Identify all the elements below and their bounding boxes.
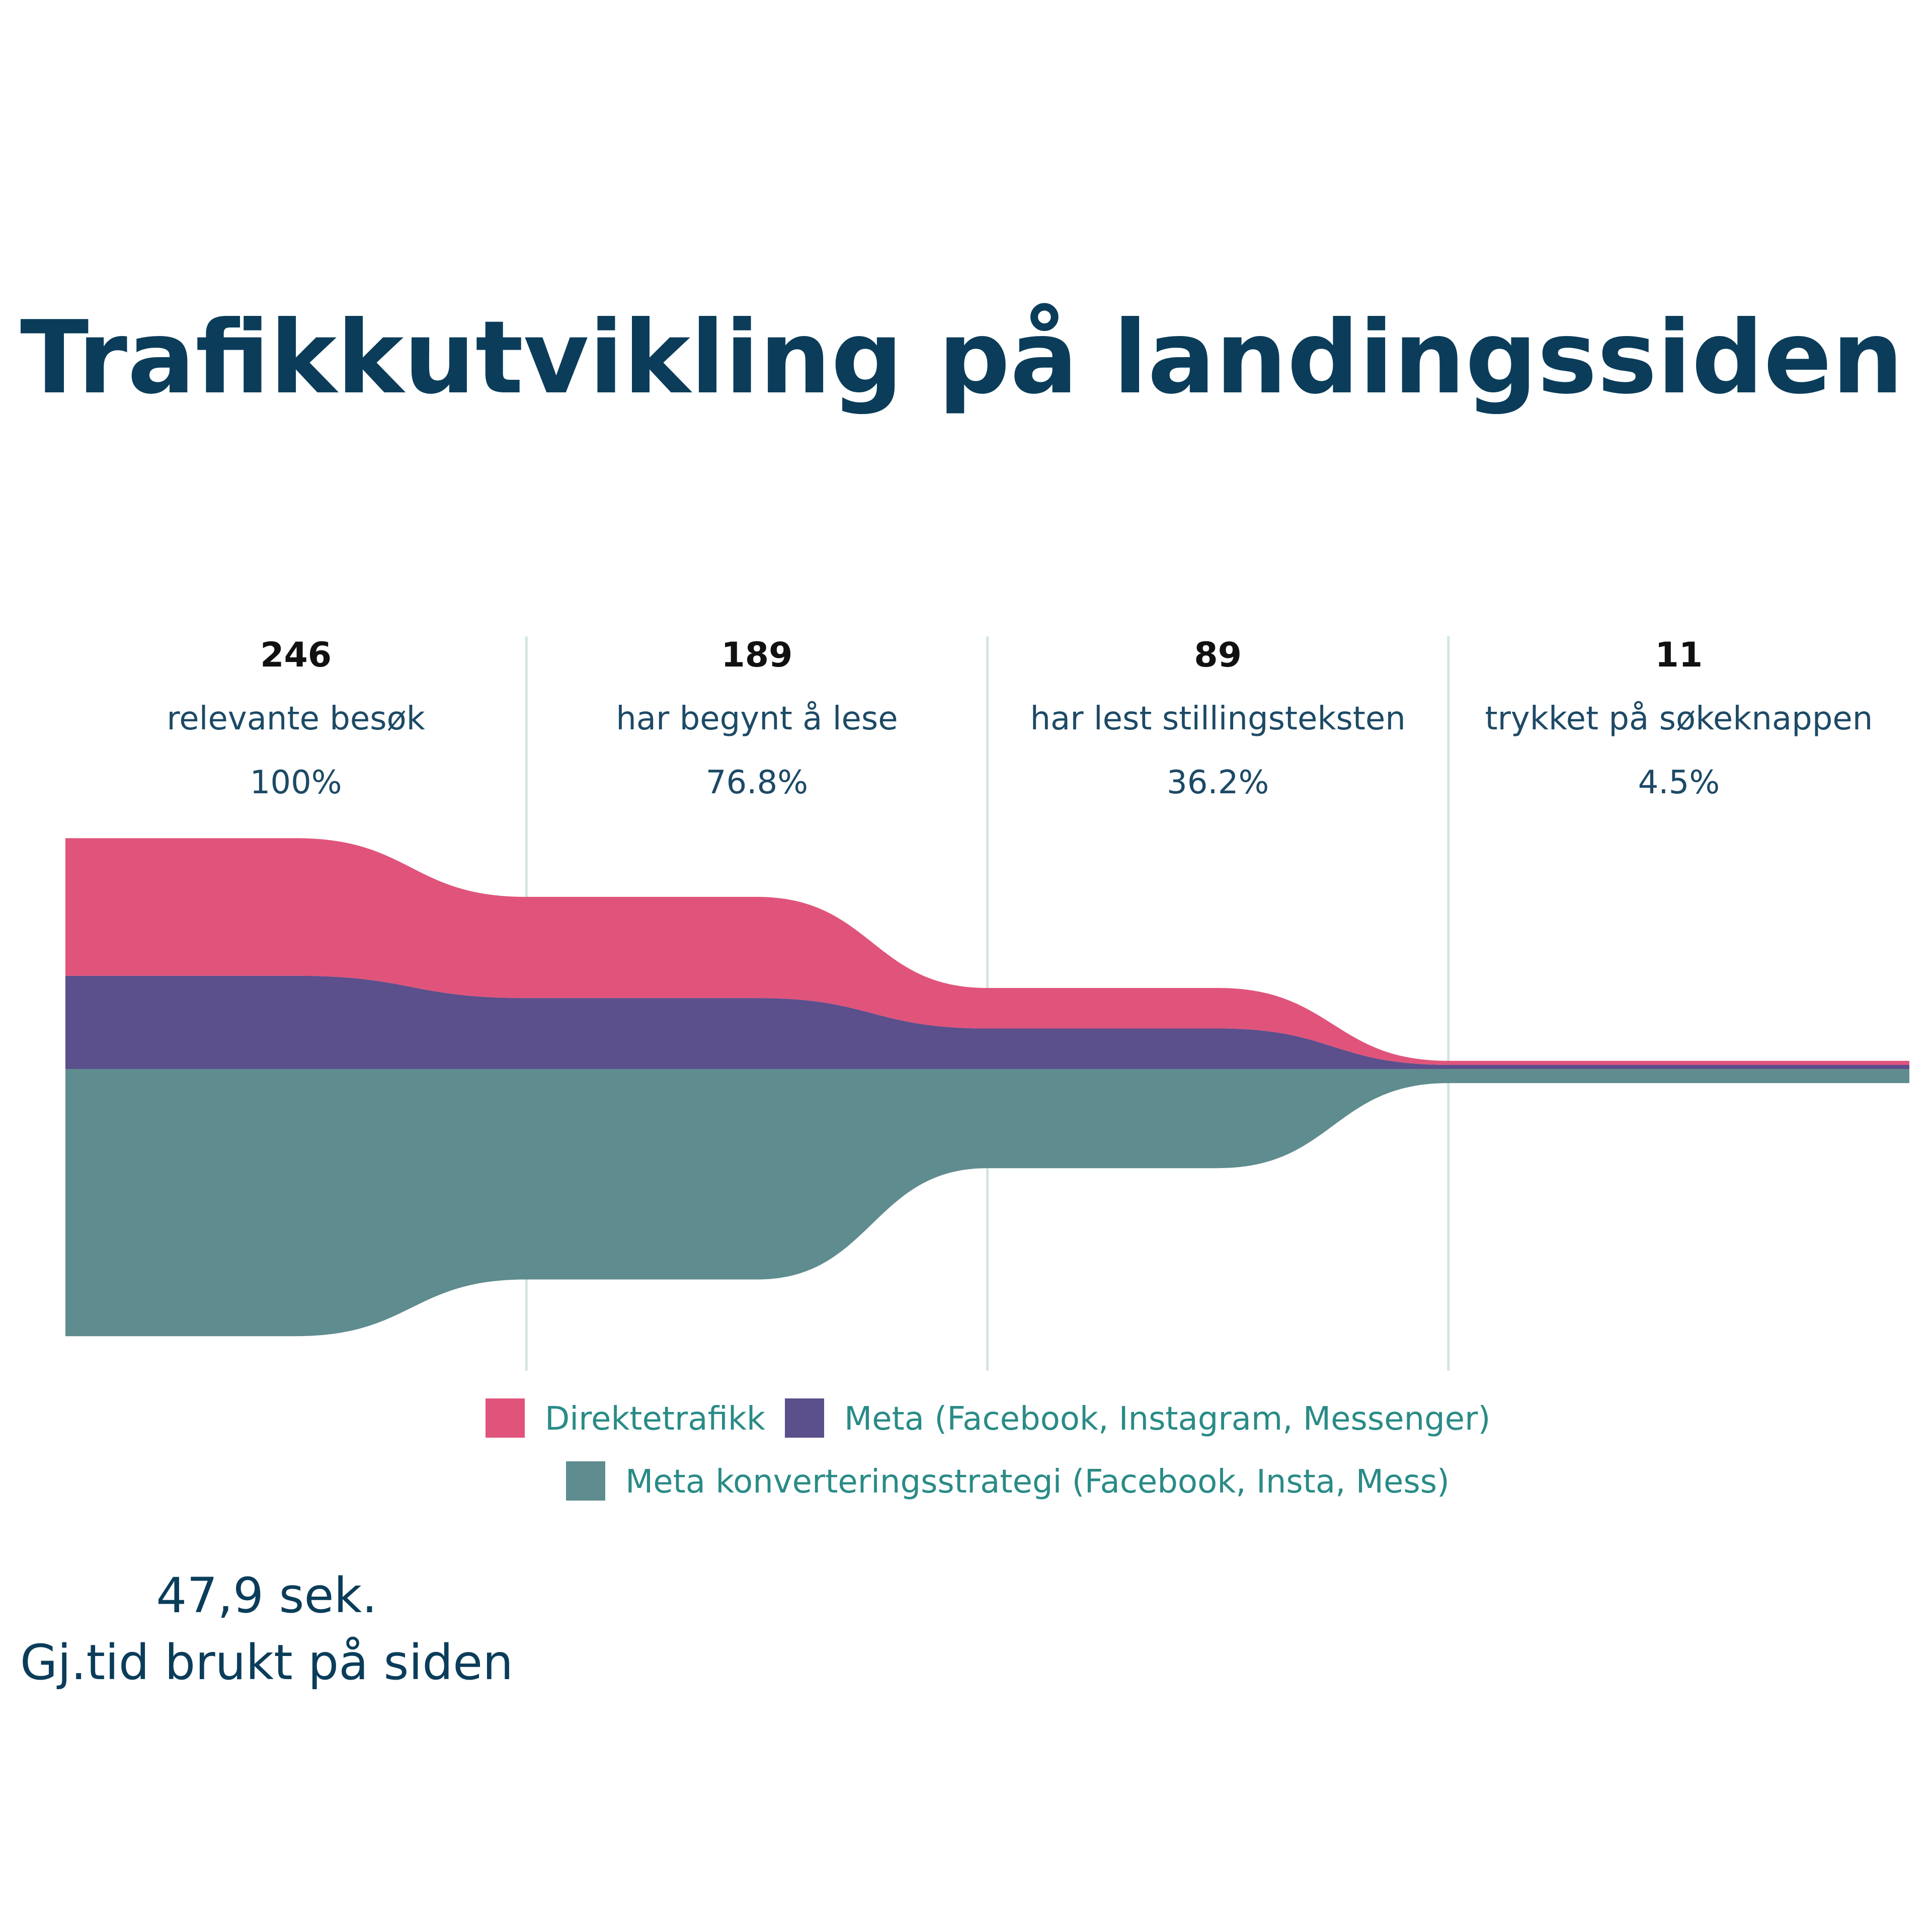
area-meta: [65, 975, 1909, 1069]
stage-label: relevante besøk: [167, 700, 425, 737]
stage-headers: 246 relevante besøk 100% 189 har begynt å le…: [167, 635, 1873, 801]
stage-value: 11: [1655, 635, 1703, 675]
stage-label: trykket på søkeknappen: [1485, 700, 1873, 737]
stage-percent: 4.5%: [1638, 764, 1720, 801]
legend-swatch: [785, 1398, 824, 1438]
stage-percent: 36.2%: [1167, 764, 1269, 801]
kpi-value: 47,9 sek.: [156, 1567, 377, 1624]
stage-value: 89: [1194, 635, 1242, 675]
area-meta-konvertering: [65, 1069, 1909, 1337]
stage-label: har begynt å lese: [616, 700, 898, 737]
chart-title: Trafikkutvikling på landingssiden: [20, 299, 1903, 417]
legend-label: Meta konverteringsstrategi (Facebook, In…: [625, 1463, 1450, 1501]
area-direktetrafikk: [65, 838, 1909, 1065]
kpi-label: Gj.tid brukt på siden: [20, 1634, 513, 1691]
legend-swatch: [566, 1461, 605, 1501]
legend-label: Direktetrafikk: [545, 1400, 765, 1438]
stage-label: har lest stillingsteksten: [1030, 700, 1405, 737]
stage-percent: 100%: [250, 764, 342, 801]
legend-label: Meta (Facebook, Instagram, Messenger): [844, 1400, 1490, 1438]
stage-value: 189: [721, 635, 792, 675]
legend-swatch: [486, 1398, 525, 1438]
legend: Direktetrafikk Meta (Facebook, Instagram,…: [486, 1398, 1490, 1501]
stage-percent: 76.8%: [706, 764, 808, 801]
funnel-areas: [65, 838, 1909, 1337]
stage-value: 246: [260, 635, 332, 675]
